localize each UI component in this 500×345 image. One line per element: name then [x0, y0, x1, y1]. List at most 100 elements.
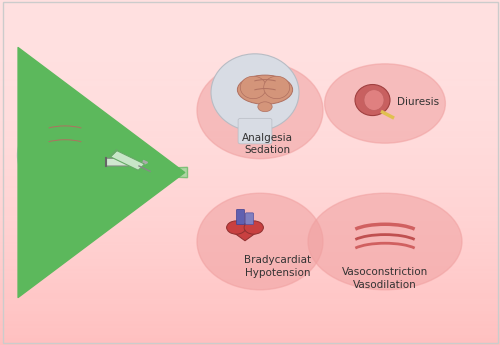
Bar — [0, 266, 500, 269]
Bar — [0, 107, 500, 110]
Bar — [0, 238, 500, 242]
Bar — [0, 190, 500, 193]
Ellipse shape — [238, 75, 292, 104]
Bar — [0, 100, 500, 104]
Bar — [0, 104, 500, 107]
Bar — [0, 141, 500, 145]
Bar — [0, 72, 500, 76]
Bar — [0, 321, 500, 324]
Bar — [0, 273, 500, 276]
Bar — [0, 183, 500, 186]
Bar — [0, 179, 500, 183]
Bar — [0, 72, 500, 76]
Bar — [0, 59, 500, 62]
Bar — [0, 314, 500, 317]
Ellipse shape — [364, 90, 384, 110]
Bar — [0, 172, 500, 176]
Bar — [0, 3, 500, 7]
Bar — [0, 193, 500, 197]
Bar — [0, 307, 500, 310]
Bar — [0, 86, 500, 90]
Bar — [0, 193, 500, 197]
Bar — [0, 117, 500, 121]
Bar — [0, 93, 500, 97]
Bar — [0, 310, 500, 314]
Bar — [0, 66, 500, 69]
Bar — [0, 107, 500, 110]
Bar — [0, 179, 500, 183]
Bar — [0, 14, 500, 17]
Bar — [0, 135, 500, 138]
Ellipse shape — [308, 193, 462, 290]
Bar — [0, 86, 500, 90]
Bar — [0, 221, 500, 224]
Bar — [0, 145, 500, 148]
Bar — [0, 283, 500, 286]
Bar — [0, 321, 500, 324]
Bar — [0, 269, 500, 273]
Bar — [0, 152, 500, 155]
Polygon shape — [92, 167, 188, 178]
FancyBboxPatch shape — [246, 213, 254, 225]
Bar — [0, 190, 500, 193]
Bar — [0, 204, 500, 207]
Bar — [0, 45, 500, 48]
Bar — [0, 262, 500, 266]
Bar — [0, 10, 500, 14]
Bar — [0, 324, 500, 328]
Bar — [0, 255, 500, 259]
Bar — [0, 79, 500, 83]
Bar — [0, 279, 500, 283]
Bar — [0, 328, 500, 331]
Bar — [0, 293, 500, 297]
Bar — [0, 266, 500, 269]
FancyBboxPatch shape — [106, 158, 134, 166]
Bar — [0, 52, 500, 55]
Bar — [0, 124, 500, 128]
Bar — [0, 83, 500, 86]
FancyBboxPatch shape — [111, 151, 144, 170]
Bar — [0, 300, 500, 304]
Bar — [0, 90, 500, 93]
Bar — [0, 93, 500, 97]
Bar — [0, 235, 500, 238]
Bar — [0, 114, 500, 117]
Bar — [0, 248, 500, 252]
Bar — [0, 135, 500, 138]
Bar — [0, 290, 500, 293]
Ellipse shape — [355, 85, 390, 116]
Bar — [0, 128, 500, 131]
Bar — [0, 276, 500, 279]
Ellipse shape — [211, 54, 299, 131]
Bar — [0, 128, 500, 131]
Bar — [0, 21, 500, 24]
Bar — [0, 273, 500, 276]
Bar — [0, 338, 500, 342]
Ellipse shape — [324, 64, 446, 143]
Bar — [0, 138, 500, 141]
Bar — [0, 0, 500, 3]
Bar — [0, 269, 500, 273]
Polygon shape — [226, 228, 264, 241]
Bar — [0, 214, 500, 217]
Bar — [0, 169, 500, 172]
Bar — [0, 317, 500, 321]
Bar — [0, 141, 500, 145]
Bar — [0, 172, 500, 176]
Bar — [0, 48, 500, 52]
Bar — [0, 297, 500, 300]
Bar — [0, 169, 500, 172]
Bar — [0, 31, 500, 34]
Bar — [0, 210, 500, 214]
Text: Diuresis: Diuresis — [398, 97, 440, 107]
Bar — [0, 166, 500, 169]
Bar — [0, 62, 500, 66]
Bar — [0, 110, 500, 114]
Bar — [0, 48, 500, 52]
Bar — [0, 183, 500, 186]
Bar — [0, 31, 500, 34]
Bar — [0, 41, 500, 45]
Bar — [0, 145, 500, 148]
Bar — [0, 152, 500, 155]
Bar — [0, 221, 500, 224]
